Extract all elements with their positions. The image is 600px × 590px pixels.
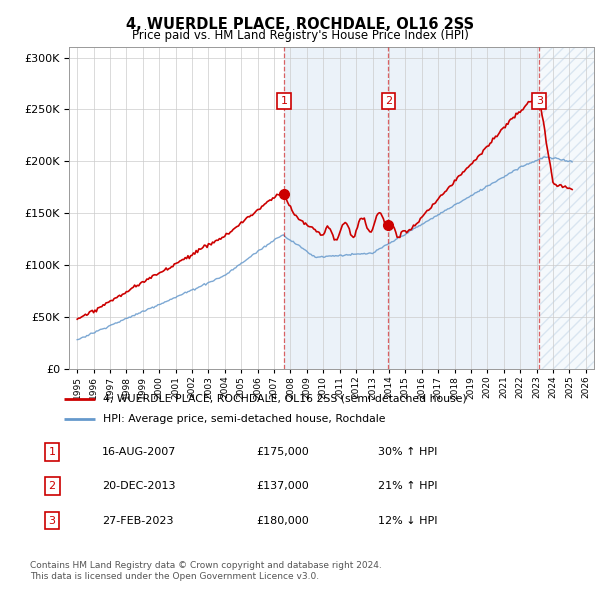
Text: HPI: Average price, semi-detached house, Rochdale: HPI: Average price, semi-detached house,…	[103, 414, 386, 424]
Bar	[284, 47, 388, 369]
Text: £180,000: £180,000	[256, 516, 309, 526]
Text: 12% ↓ HPI: 12% ↓ HPI	[378, 516, 437, 526]
Text: £175,000: £175,000	[256, 447, 309, 457]
Text: Contains HM Land Registry data © Crown copyright and database right 2024.: Contains HM Land Registry data © Crown c…	[30, 560, 382, 569]
Text: 4, WUERDLE PLACE, ROCHDALE, OL16 2SS: 4, WUERDLE PLACE, ROCHDALE, OL16 2SS	[126, 17, 474, 31]
Text: 20-DEC-2013: 20-DEC-2013	[102, 481, 175, 491]
Text: 27-FEB-2023: 27-FEB-2023	[102, 516, 173, 526]
Text: 16-AUG-2007: 16-AUG-2007	[102, 447, 176, 457]
Text: 1: 1	[281, 96, 288, 106]
Text: 21% ↑ HPI: 21% ↑ HPI	[378, 481, 437, 491]
Text: 3: 3	[536, 96, 543, 106]
Text: This data is licensed under the Open Government Licence v3.0.: This data is licensed under the Open Gov…	[30, 572, 319, 581]
Text: 2: 2	[49, 481, 56, 491]
Text: Price paid vs. HM Land Registry's House Price Index (HPI): Price paid vs. HM Land Registry's House …	[131, 30, 469, 42]
Text: 2: 2	[385, 96, 392, 106]
Bar	[388, 47, 539, 369]
Text: 3: 3	[49, 516, 56, 526]
Text: 4, WUERDLE PLACE, ROCHDALE, OL16 2SS (semi-detached house): 4, WUERDLE PLACE, ROCHDALE, OL16 2SS (se…	[103, 394, 467, 404]
Text: 1: 1	[49, 447, 56, 457]
Bar	[539, 47, 594, 369]
Text: 30% ↑ HPI: 30% ↑ HPI	[378, 447, 437, 457]
Text: £137,000: £137,000	[256, 481, 309, 491]
